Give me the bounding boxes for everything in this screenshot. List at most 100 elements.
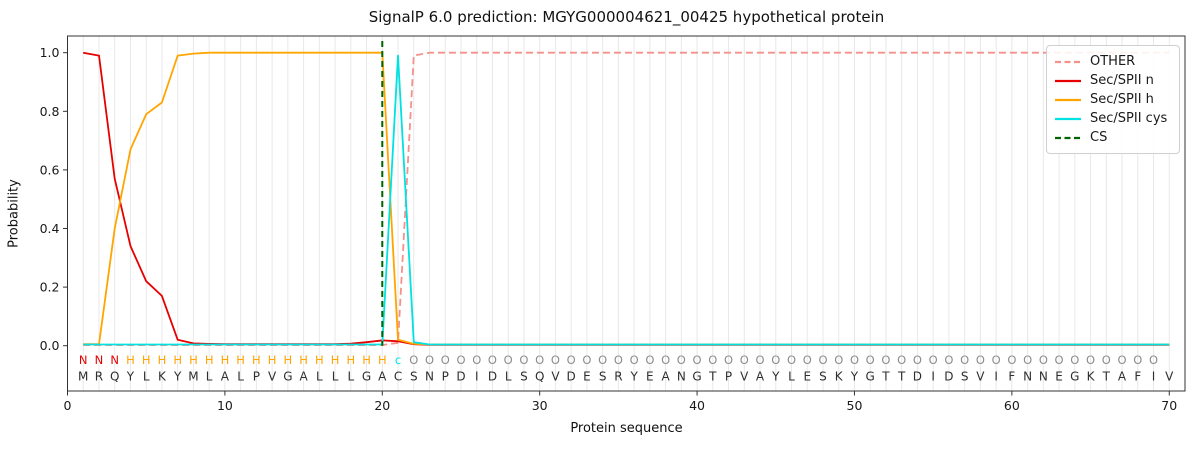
region-letter: H — [284, 353, 293, 367]
sequence-letter: G — [362, 370, 371, 384]
legend-item-label: OTHER — [1090, 54, 1136, 69]
y-tick-label: 0.6 — [40, 162, 60, 177]
sequence-letter: D — [944, 370, 953, 384]
y-tick-label: 0.0 — [40, 338, 60, 353]
legend-item-label: Sec/SPII h — [1090, 92, 1154, 107]
sequence-letter: I — [994, 370, 998, 384]
region-letter: O — [1102, 353, 1111, 367]
sequence-letter: D — [456, 370, 465, 384]
sequence-letter: L — [788, 370, 795, 384]
x-tick-label: 50 — [847, 398, 863, 413]
region-letter: H — [331, 353, 340, 367]
region-letter: c — [395, 353, 401, 367]
legend-line-swatch — [1055, 98, 1081, 101]
region-letter: H — [189, 353, 198, 367]
sequence-letter: M — [78, 370, 88, 384]
sequence-letter: A — [1118, 370, 1127, 384]
sequence-letter: D — [488, 370, 497, 384]
region-letter: H — [252, 353, 261, 367]
sequence-letter: S — [599, 370, 607, 384]
region-letter: H — [142, 353, 151, 367]
sequence-letter: T — [1102, 370, 1111, 384]
region-letter: N — [79, 353, 88, 367]
sequence-letter: K — [158, 370, 167, 384]
sequence-letter: I — [475, 370, 479, 384]
sequence-letter: P — [725, 370, 732, 384]
chart-title: SignalP 6.0 prediction: MGYG000004621_00… — [368, 8, 885, 26]
sequence-letter: G — [1070, 370, 1079, 384]
legend-line-swatch — [1055, 117, 1081, 120]
sequence-letter: I — [931, 370, 935, 384]
legend-item-label: Sec/SPII n — [1090, 73, 1154, 88]
region-letter: H — [268, 353, 277, 367]
sequence-letter: Y — [629, 370, 638, 384]
region-letter: O — [519, 353, 528, 367]
sequence-letter: A — [661, 370, 670, 384]
sequence-letter: N — [1023, 370, 1032, 384]
sequence-letter: L — [237, 370, 244, 384]
region-letter: O — [1086, 353, 1095, 367]
region-letter: O — [944, 353, 953, 367]
sequence-letter: V — [268, 370, 277, 384]
region-letter: O — [1007, 353, 1016, 367]
region-letter: O — [630, 353, 639, 367]
sequence-letter: V — [976, 370, 985, 384]
sequence-letter: V — [1165, 370, 1174, 384]
region-letter: O — [740, 353, 749, 367]
region-letter: O — [598, 353, 607, 367]
region-letter: O — [787, 353, 796, 367]
region-letter: H — [378, 353, 387, 367]
sequence-letter: L — [505, 370, 512, 384]
region-letter: O — [992, 353, 1001, 367]
sequence-letter: L — [332, 370, 339, 384]
legend-item: Sec/SPII n — [1055, 71, 1171, 90]
region-letter: O — [756, 353, 765, 367]
region-letter: O — [929, 353, 938, 367]
region-letter: O — [614, 353, 623, 367]
region-letter: H — [346, 353, 355, 367]
sequence-letter: Q — [110, 370, 119, 384]
region-letter: O — [897, 353, 906, 367]
sequence-letter: P — [253, 370, 260, 384]
region-letter: H — [315, 353, 324, 367]
sequence-letter: T — [881, 370, 890, 384]
region-letter: O — [1039, 353, 1048, 367]
sequence-letter: A — [378, 370, 387, 384]
legend-item: OTHER — [1055, 52, 1171, 71]
sequence-letter: D — [913, 370, 922, 384]
sequence-letter: A — [299, 370, 308, 384]
axes-spines — [67, 35, 1186, 392]
region-letter: O — [1023, 353, 1032, 367]
region-letter: H — [158, 353, 167, 367]
legend-line-swatch — [1055, 60, 1081, 63]
region-letter: O — [1133, 353, 1142, 367]
sequence-letter: N — [1039, 370, 1048, 384]
sequence-letter: K — [1087, 370, 1096, 384]
sequence-letter: S — [961, 370, 969, 384]
region-letter: O — [771, 353, 780, 367]
sequence-letter: Y — [126, 370, 135, 384]
region-letter: H — [221, 353, 230, 367]
legend-item-label: Sec/SPII cys — [1090, 111, 1168, 126]
sequence-letter: E — [646, 370, 654, 384]
series-line-sec-spii-cys — [83, 54, 1170, 346]
y-tick-label: 0.2 — [40, 280, 60, 295]
sequence-letter: Y — [173, 370, 182, 384]
region-letter: O — [693, 353, 702, 367]
series-line-sec-spii-h — [83, 51, 1170, 346]
region-letter: H — [236, 353, 245, 367]
legend-line-swatch — [1055, 136, 1081, 139]
region-letter: O — [818, 353, 827, 367]
sequence-letter: Y — [771, 370, 780, 384]
region-letter: O — [645, 353, 654, 367]
region-letter: O — [551, 353, 560, 367]
region-letter: O — [834, 353, 843, 367]
y-tick-label: 0.8 — [40, 104, 60, 119]
region-letter: O — [913, 353, 922, 367]
legend-item: Sec/SPII h — [1055, 90, 1171, 109]
region-letter: O — [504, 353, 513, 367]
y-tick-label: 0.4 — [40, 221, 60, 236]
region-letter: H — [126, 353, 135, 367]
